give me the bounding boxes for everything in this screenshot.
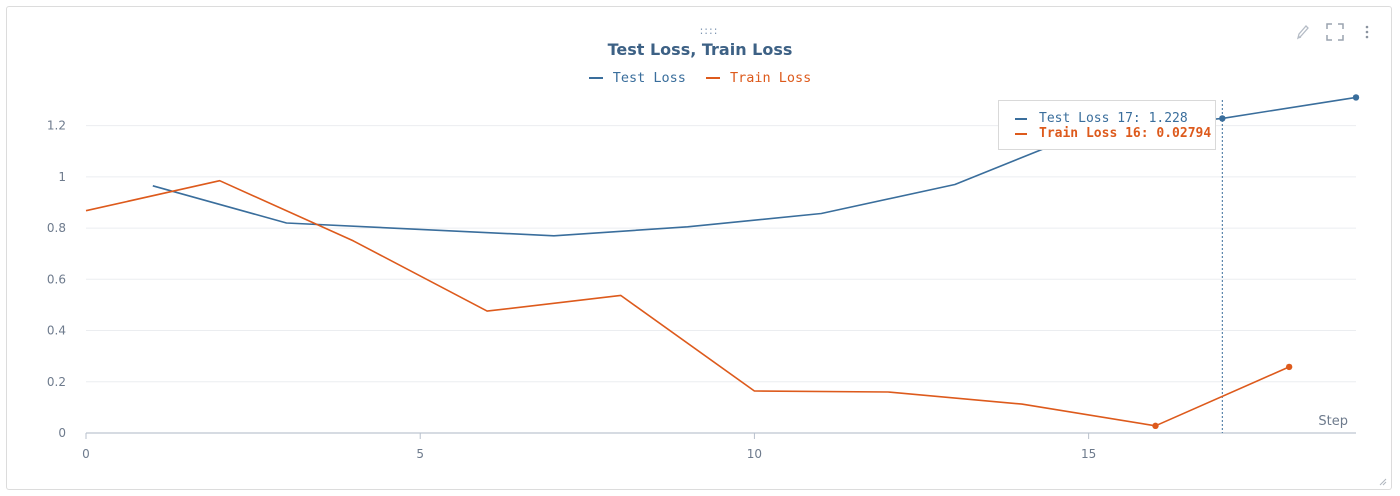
more-vertical-icon[interactable] (1357, 21, 1377, 43)
panel-toolbar (1293, 21, 1377, 43)
legend-swatch-train-loss (705, 77, 720, 79)
legend-label-test-loss: Test Loss (612, 70, 686, 86)
drag-handle-icon[interactable]: :::: (699, 24, 719, 37)
y-tick-label: 0.6 (47, 272, 66, 286)
y-tick-label: 0.2 (47, 375, 66, 389)
x-tick-label: 5 (416, 447, 424, 461)
y-tick-label: 0.4 (47, 324, 66, 338)
legend-label-train-loss: Train Loss (729, 70, 812, 86)
x-tick-label: 10 (747, 447, 762, 461)
y-tick-label: 1 (58, 170, 66, 184)
tooltip-row-train: Train Loss 16: 0.02794 (1015, 126, 1215, 141)
chart-title: Test Loss, Train Loss (607, 40, 793, 59)
x-tick-label: 0 (82, 447, 90, 461)
legend-item-train-loss[interactable]: Train Loss (705, 70, 812, 86)
fullscreen-icon[interactable] (1325, 21, 1345, 43)
y-tick-label: 0 (58, 426, 66, 440)
data-point-train-loss (1152, 422, 1159, 430)
data-point-train-loss (1285, 363, 1293, 371)
tooltip-text-train: Train Loss 16: 0.02794 (1039, 126, 1212, 141)
data-point-test-loss (1352, 94, 1360, 101)
series-line-train-loss (85, 179, 1290, 427)
x-axis-label: Step (1318, 414, 1348, 429)
tooltip-text-test: Test Loss 17: 1.228 (1039, 111, 1188, 126)
tooltip-swatch-train (1015, 132, 1027, 135)
edit-pencil-icon[interactable] (1293, 21, 1313, 43)
resize-handle-icon[interactable] (1379, 478, 1387, 486)
tooltip-swatch-test (1015, 117, 1027, 120)
tooltip-row-test: Test Loss 17: 1.228 (1015, 111, 1215, 126)
chart-panel: :::: (6, 6, 1392, 490)
chart-legend: Test Loss Train Loss (0, 70, 1400, 86)
legend-swatch-test-loss (588, 77, 603, 79)
legend-item-test-loss[interactable]: Test Loss (588, 70, 686, 86)
x-tick-label: 15 (1081, 447, 1096, 461)
data-point-test-loss (1219, 115, 1226, 122)
hover-tooltip: Test Loss 17: 1.228 Train Loss 16: 0.027… (998, 100, 1216, 150)
y-tick-label: 1.2 (47, 119, 66, 133)
y-tick-label: 0.8 (47, 221, 66, 235)
